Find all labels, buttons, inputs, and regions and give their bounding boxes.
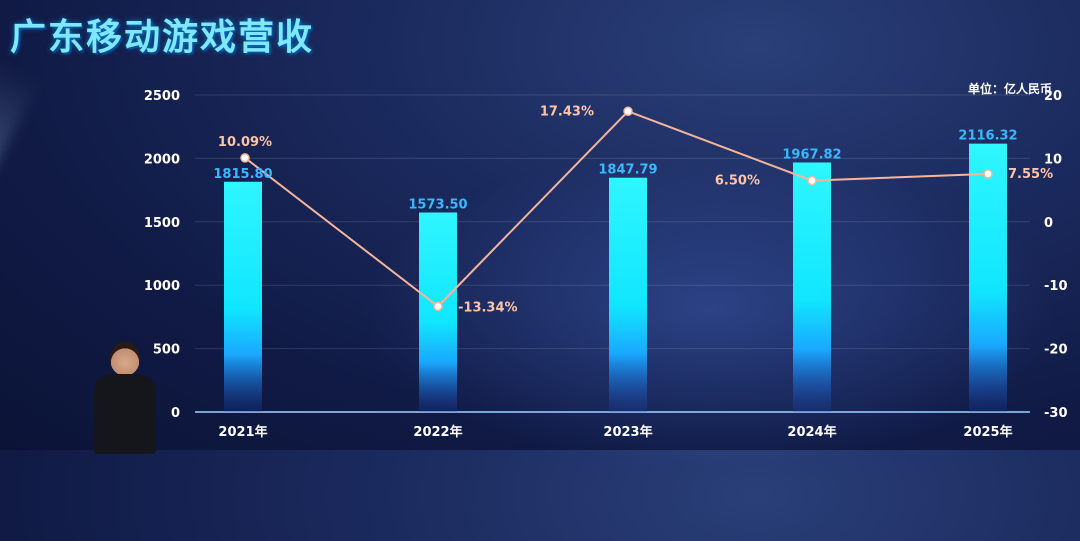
x-tick-label: 2022年 xyxy=(413,424,462,440)
x-tick-label: 2024年 xyxy=(787,424,836,440)
growth-value-label: 10.09% xyxy=(218,135,272,150)
bar xyxy=(419,212,457,412)
revenue-growth-chart: 0 500 1000 1500 2000 2500 -30 -20 -10 0 10 20 1815.8… xyxy=(144,89,1068,440)
bar-value-label: 1573.50 xyxy=(408,197,467,212)
growth-value-label: 7.55% xyxy=(1008,167,1053,182)
bar xyxy=(224,181,262,412)
growth-point xyxy=(807,175,817,186)
growth-value-label: 6.50% xyxy=(715,174,760,189)
bar-value-label: 1815.80 xyxy=(213,167,272,182)
growth-value-label: -13.34% xyxy=(458,300,518,315)
y-right-tick-label: 0 xyxy=(1044,216,1053,231)
x-tick-label: 2021年 xyxy=(218,424,267,440)
bar-value-label: 1847.79 xyxy=(598,163,657,178)
y-left-tick-label: 2500 xyxy=(144,89,180,104)
x-tick-label: 2025年 xyxy=(963,424,1012,440)
y-right-tick-label: 10 xyxy=(1044,152,1062,167)
y-right-tick-label: -30 xyxy=(1044,406,1068,421)
y-left-tick-label: 1000 xyxy=(144,279,180,294)
y-left-tick-label: 2000 xyxy=(144,152,180,167)
y-left-tick-label: 0 xyxy=(171,406,180,421)
bar-value-label: 1967.82 xyxy=(782,147,841,162)
bar xyxy=(969,143,1007,412)
y-left-tick-label: 500 xyxy=(153,343,180,358)
background-glow xyxy=(360,150,1060,470)
bar xyxy=(793,162,831,412)
bar xyxy=(609,177,647,412)
growth-point xyxy=(240,153,250,163)
y-right-tick-label: -20 xyxy=(1044,343,1068,358)
y-left-tick-label: 1500 xyxy=(144,216,180,231)
growth-point xyxy=(433,301,443,312)
growth-value-label: 17.43% xyxy=(540,104,594,119)
unit-label: 单位：亿人民币 xyxy=(967,82,1052,96)
x-tick-label: 2023年 xyxy=(603,424,652,440)
y-right-tick-label: 20 xyxy=(1044,89,1062,104)
presenter-figure xyxy=(90,340,160,454)
bar-value-label: 2116.32 xyxy=(958,129,1017,144)
growth-point xyxy=(623,106,633,117)
y-right-tick-label: -10 xyxy=(1044,279,1068,294)
growth-point xyxy=(983,169,993,179)
chart-title: 广东移动游戏营收 xyxy=(10,17,315,58)
